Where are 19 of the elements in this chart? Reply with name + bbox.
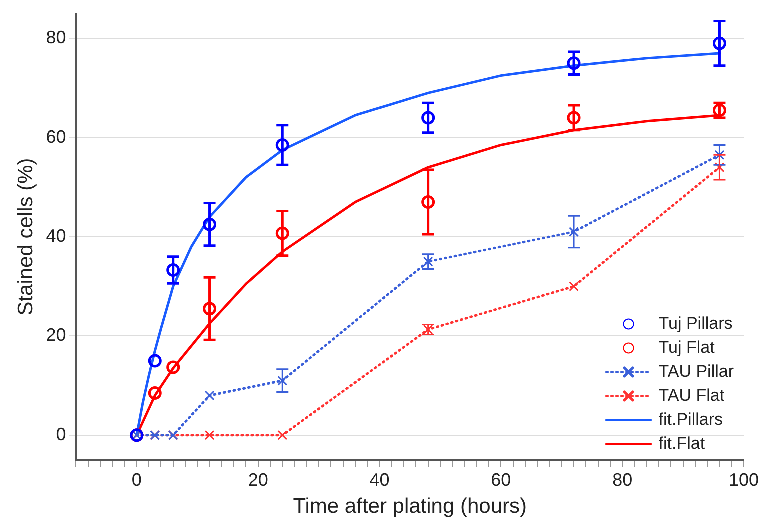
legend-label: Tuj Pillars [658, 314, 733, 333]
x-axis-title: Time after plating (hours) [293, 495, 528, 518]
x-tick-label: 40 [370, 470, 390, 490]
x-tick-label: 60 [491, 470, 512, 490]
x-tick-label: 100 [728, 470, 760, 490]
y-tick-label: 40 [46, 226, 66, 246]
x-tick-label: 80 [612, 470, 633, 490]
y-tick-label: 80 [46, 28, 66, 48]
x-tick-label: 20 [248, 470, 268, 490]
legend-label: fit.Flat [658, 434, 706, 453]
x-tick-label: 0 [132, 470, 142, 490]
legend-label: TAU Flat [658, 386, 725, 405]
y-tick-label: 60 [46, 126, 66, 147]
y-tick-label: 0 [56, 424, 66, 444]
legend-label: Tuj Flat [658, 338, 716, 357]
y-tick-label: 20 [46, 325, 66, 346]
y-axis-title: Stained cells (%) [14, 158, 38, 316]
legend-label: TAU Pillar [658, 362, 734, 381]
legend-label: fit.Pillars [658, 410, 723, 429]
